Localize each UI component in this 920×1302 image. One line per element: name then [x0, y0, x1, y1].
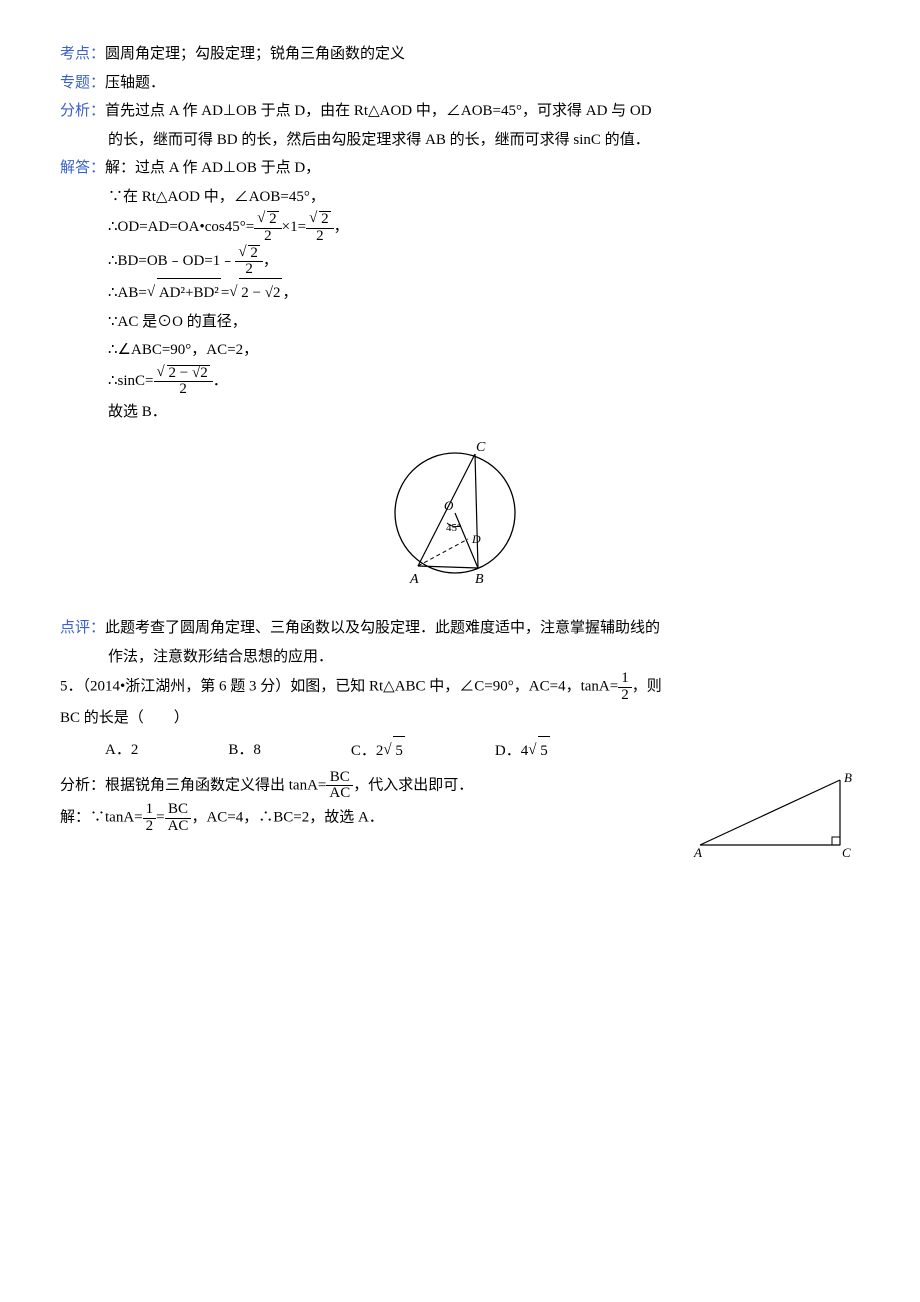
line-BC: [475, 454, 478, 568]
zhuan-ti-text: 压轴题．: [105, 75, 165, 91]
frac-half-sol: 12: [143, 802, 157, 835]
fen-xi-text1: 首先过点 A 作 AD⊥OB 于点 D，由在 Rt△AOD 中，∠AOB=45°…: [105, 103, 652, 119]
eq7b: ．: [213, 373, 228, 389]
eq2b: ×1=: [282, 219, 306, 235]
jie-da-label: 解答：: [60, 160, 105, 176]
q5-stem1: 5．（2014•浙江湖州，第 6 题 3 分）如图，已知 Rt△ABC 中，∠C…: [60, 679, 618, 695]
eq4c: ，: [282, 285, 297, 301]
q5-solution: 解：∵tanA=12=BCAC，AC=4，∴BC=2，故选 A．: [60, 802, 670, 835]
eq7a: ∴sinC=: [108, 373, 154, 389]
eq4a: ∴AB=: [108, 285, 147, 301]
zhuan-ti-line: 专题：压轴题．: [60, 69, 860, 98]
triangle-figure: A B C: [690, 770, 860, 871]
eq3a: ∴BD=OB﹣OD=1﹣: [108, 253, 235, 269]
opt-A: A．2: [105, 736, 138, 766]
tri-label-C: C: [842, 845, 851, 860]
kao-dian-line: 考点：圆周角定理；勾股定理；锐角三角函数的定义: [60, 40, 860, 69]
eq2a: ∴OD=AD=OA•cos45°=: [108, 219, 254, 235]
q5-sol-b: =: [156, 810, 164, 826]
tri-AB: [700, 780, 840, 845]
frac-bc-ac-1: BCAC: [326, 770, 353, 803]
tri-label-A: A: [693, 845, 702, 860]
q5-analysis-a: 分析：根据锐角三角函数定义得出 tanA=: [60, 777, 326, 793]
eq2c: ，: [334, 219, 349, 235]
dian-ping-text1: 此题考查了圆周角定理、三角函数以及勾股定理．此题难度适中，注意掌握辅助线的: [105, 620, 660, 636]
label-C: C: [476, 440, 486, 455]
label-B: B: [475, 572, 484, 587]
fen-xi-label: 分析：: [60, 103, 105, 119]
q5-analysis: 分析：根据锐角三角函数定义得出 tanA=BCAC，代入求出即可．: [60, 770, 670, 803]
frac-sqrt2-over-2-a: 22: [254, 211, 282, 245]
line-AC: [418, 454, 475, 566]
q5-options: A．2 B．8 C．25 D．45: [60, 736, 860, 766]
label-D: D: [471, 532, 481, 546]
q5-analysis-b: ，代入求出即可．: [353, 777, 473, 793]
circle-figure: C O 45° A B D: [60, 433, 860, 609]
q5-stem-line2: BC 的长是（ ）: [60, 704, 860, 733]
jie-da-line8: 故选 B．: [60, 398, 860, 427]
circle-svg: C O 45° A B D: [380, 433, 540, 598]
q5-sol-a: 解：∵tanA=: [60, 810, 143, 826]
jie-da-line7: ∴sinC=2 − √22．: [60, 365, 860, 399]
frac-sqrt2-over-2-b: 22: [306, 211, 334, 245]
dian-ping-line1: 点评：此题考查了圆周角定理、三角函数以及勾股定理．此题难度适中，注意掌握辅助线的: [60, 614, 860, 643]
opt-C: C．25: [351, 736, 405, 766]
jie-da-line4: ∴AB=AD²+BD²=2 − √2，: [60, 278, 860, 308]
dian-ping-label: 点评：: [60, 620, 105, 636]
sqrt-ad-bd: AD²+BD²: [147, 278, 221, 308]
q5-sol-c: ，AC=4，∴BC=2，故选 A．: [191, 810, 383, 826]
label-A: A: [409, 572, 419, 587]
opt-B: B．8: [228, 736, 261, 766]
fen-xi-line2: 的长，继而可得 BD 的长，然后由勾股定理求得 AB 的长，继而可求得 sinC…: [60, 126, 860, 155]
frac-sqrt2-over-2-c: 22: [235, 245, 263, 279]
jie-da-line5: ∵AC 是⊙O 的直径，: [60, 308, 860, 337]
right-angle-mark: [832, 837, 840, 845]
frac-sinC: 2 − √22: [154, 365, 213, 399]
dian-ping-line2: 作法，注意数形结合思想的应用．: [60, 643, 860, 672]
triangle-svg: A B C: [690, 770, 860, 860]
jie-da-line3: ∴BD=OB﹣OD=1﹣22，: [60, 245, 860, 279]
line-AB: [418, 566, 478, 568]
jie-da-line6: ∴∠ABC=90°，AC=2，: [60, 336, 860, 365]
fen-xi-line1: 分析：首先过点 A 作 AD⊥OB 于点 D，由在 Rt△AOD 中，∠AOB=…: [60, 97, 860, 126]
jie-da-text0: 解：过点 A 作 AD⊥OB 于点 D，: [105, 160, 320, 176]
q5-stem-line1: 5．（2014•浙江湖州，第 6 题 3 分）如图，已知 Rt△ABC 中，∠C…: [60, 671, 860, 704]
eq4b: =: [221, 285, 229, 301]
opt-D: D．45: [495, 736, 550, 766]
q5-stem2: ，则: [632, 679, 662, 695]
jie-da-line1: ∵在 Rt△AOD 中，∠AOB=45°，: [60, 183, 860, 212]
frac-bc-ac-2: BCAC: [165, 802, 192, 835]
kao-dian-text: 圆周角定理；勾股定理；锐角三角函数的定义: [105, 46, 405, 62]
jie-da-line2: ∴OD=AD=OA•cos45°=22×1=22，: [60, 211, 860, 245]
frac-half-stem: 12: [618, 671, 632, 704]
jie-da-line0: 解答：解：过点 A 作 AD⊥OB 于点 D，: [60, 154, 860, 183]
sqrt-2-minus-sqrt2-a: 2 − √2: [229, 278, 282, 308]
zhuan-ti-label: 专题：: [60, 75, 105, 91]
tri-label-B: B: [844, 770, 852, 785]
kao-dian-label: 考点：: [60, 46, 105, 62]
eq3b: ，: [263, 253, 278, 269]
